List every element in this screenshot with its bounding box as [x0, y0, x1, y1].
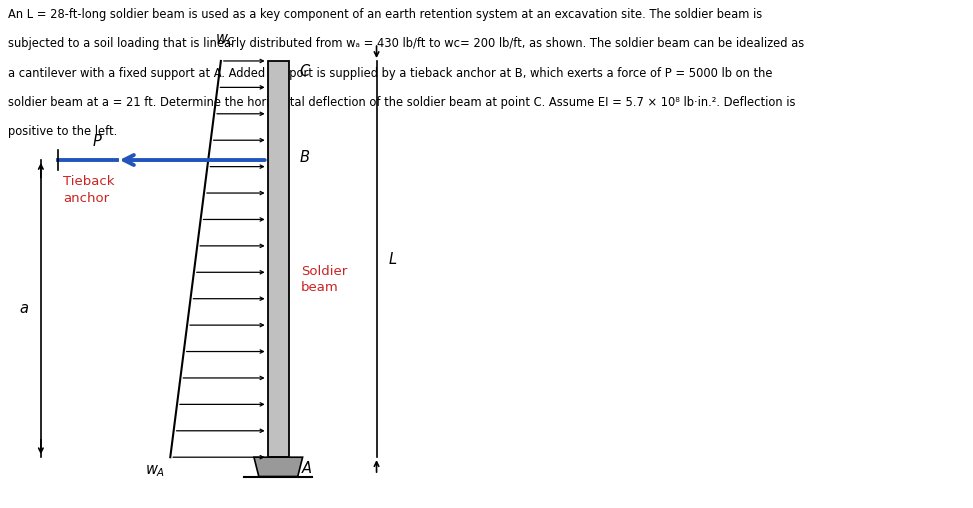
- Text: $C$: $C$: [299, 64, 310, 79]
- Polygon shape: [254, 457, 303, 477]
- Text: $w_A$: $w_A$: [145, 463, 165, 479]
- Text: subjected to a soil loading that is linearly distributed from wₐ = 430 lb/ft to : subjected to a soil loading that is line…: [8, 37, 804, 50]
- Text: $w_C$: $w_C$: [215, 33, 236, 48]
- Text: Tieback
anchor: Tieback anchor: [63, 175, 115, 205]
- Text: $B$: $B$: [299, 149, 309, 166]
- Text: $P$: $P$: [91, 133, 103, 149]
- Text: $L$: $L$: [388, 251, 398, 267]
- Text: $A$: $A$: [301, 460, 312, 475]
- Bar: [268, 61, 289, 457]
- Text: Soldier
beam: Soldier beam: [301, 265, 347, 294]
- Text: An L = 28-ft-long soldier beam is used as a key component of an earth retention : An L = 28-ft-long soldier beam is used a…: [8, 8, 762, 21]
- Text: positive to the left.: positive to the left.: [8, 125, 117, 139]
- Text: a cantilever with a fixed support at A. Added support is supplied by a tieback a: a cantilever with a fixed support at A. …: [8, 67, 773, 80]
- Text: soldier beam at a = 21 ft. Determine the horizontal deflection of the soldier be: soldier beam at a = 21 ft. Determine the…: [8, 96, 795, 109]
- Text: $a$: $a$: [19, 301, 29, 316]
